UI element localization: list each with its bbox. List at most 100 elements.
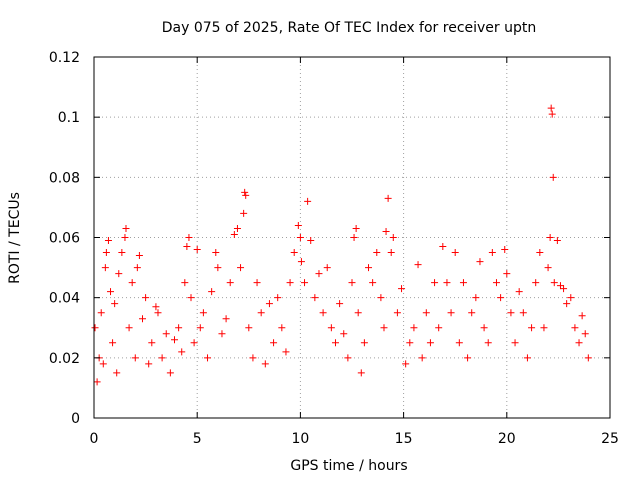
- data-point: [515, 288, 523, 296]
- data-point: [118, 249, 126, 257]
- data-point: [204, 354, 212, 362]
- data-point: [323, 264, 331, 272]
- data-point: [91, 324, 99, 332]
- data-point: [560, 285, 568, 293]
- data-point: [109, 339, 117, 347]
- data-point: [218, 330, 226, 338]
- data-point: [139, 315, 147, 323]
- data-point: [208, 288, 216, 296]
- grid-layer: [94, 57, 610, 418]
- data-point: [571, 324, 579, 332]
- data-point: [135, 252, 143, 260]
- data-point: [196, 324, 204, 332]
- data-point: [511, 339, 519, 347]
- data-point: [278, 324, 286, 332]
- x-tick-label: 0: [90, 431, 99, 447]
- data-point: [492, 279, 500, 287]
- y-tick-labels: 0 0.02 0.04 0.06 0.08 0.1 0.12: [49, 50, 80, 427]
- data-point: [369, 279, 377, 287]
- data-point: [193, 246, 201, 254]
- data-point: [162, 330, 170, 338]
- data-point: [125, 324, 133, 332]
- data-point: [121, 234, 129, 241]
- data-point: [548, 110, 556, 118]
- data-point: [344, 354, 352, 362]
- data-point: [199, 309, 207, 317]
- data-point: [190, 339, 198, 347]
- data-point: [296, 234, 304, 241]
- data-point: [249, 354, 257, 362]
- data-point: [107, 288, 115, 296]
- data-point: [578, 312, 586, 320]
- data-point: [183, 243, 191, 251]
- data-point: [282, 348, 290, 356]
- data-point: [170, 336, 178, 344]
- y-tick-label: 0.12: [49, 50, 80, 66]
- x-tick-label: 20: [498, 431, 516, 447]
- data-point: [431, 279, 439, 287]
- data-point: [181, 279, 189, 287]
- data-point: [274, 294, 282, 302]
- data-point: [348, 279, 356, 287]
- data-point: [536, 249, 544, 257]
- data-point: [382, 227, 390, 235]
- data-point: [340, 330, 348, 338]
- y-tick-label: 0.08: [49, 170, 80, 186]
- data-point: [556, 282, 564, 290]
- chart-title: Day 075 of 2025, Rate Of TEC Index for r…: [162, 20, 537, 36]
- data-point: [360, 339, 368, 347]
- data-point: [393, 309, 401, 317]
- data-point: [240, 209, 248, 217]
- data-point: [297, 258, 305, 266]
- x-axis-label: GPS time / hours: [290, 458, 407, 474]
- data-point: [484, 339, 492, 347]
- data-point: [546, 234, 554, 241]
- data-point: [265, 300, 273, 308]
- data-point: [97, 309, 105, 317]
- data-point: [311, 294, 319, 302]
- data-point: [307, 237, 315, 245]
- data-point: [111, 300, 119, 308]
- data-point: [230, 230, 238, 238]
- data-point: [327, 324, 335, 332]
- data-point: [373, 249, 381, 257]
- data-point: [158, 354, 166, 362]
- data-point: [148, 339, 156, 347]
- data-point: [242, 191, 250, 199]
- data-point: [575, 339, 583, 347]
- data-point: [387, 249, 395, 257]
- data-points: [91, 104, 592, 386]
- data-point: [426, 339, 434, 347]
- data-point: [104, 237, 112, 245]
- data-point: [476, 258, 484, 266]
- data-point: [398, 285, 406, 293]
- data-point: [377, 294, 385, 302]
- data-point: [488, 249, 496, 257]
- data-point: [214, 264, 222, 272]
- data-point: [523, 354, 531, 362]
- data-point: [270, 339, 278, 347]
- data-point: [101, 264, 109, 272]
- y-tick-label: 0.04: [49, 291, 80, 307]
- x-tick-label: 5: [193, 431, 202, 447]
- data-point: [301, 279, 309, 287]
- data-point: [257, 309, 265, 317]
- data-point: [357, 369, 365, 377]
- data-point: [563, 300, 571, 308]
- axis-ticks: [93, 56, 611, 419]
- data-point: [99, 360, 107, 368]
- data-point: [380, 324, 388, 332]
- data-point: [540, 324, 548, 332]
- data-point: [237, 264, 245, 272]
- x-tick-label: 15: [395, 431, 413, 447]
- data-point: [222, 315, 230, 323]
- data-point: [581, 330, 589, 338]
- y-tick-label: 0.06: [49, 231, 80, 247]
- data-point: [122, 224, 130, 232]
- data-point: [472, 294, 480, 302]
- data-point: [528, 324, 536, 332]
- data-point: [410, 324, 418, 332]
- data-point: [93, 378, 101, 386]
- data-point: [115, 270, 123, 278]
